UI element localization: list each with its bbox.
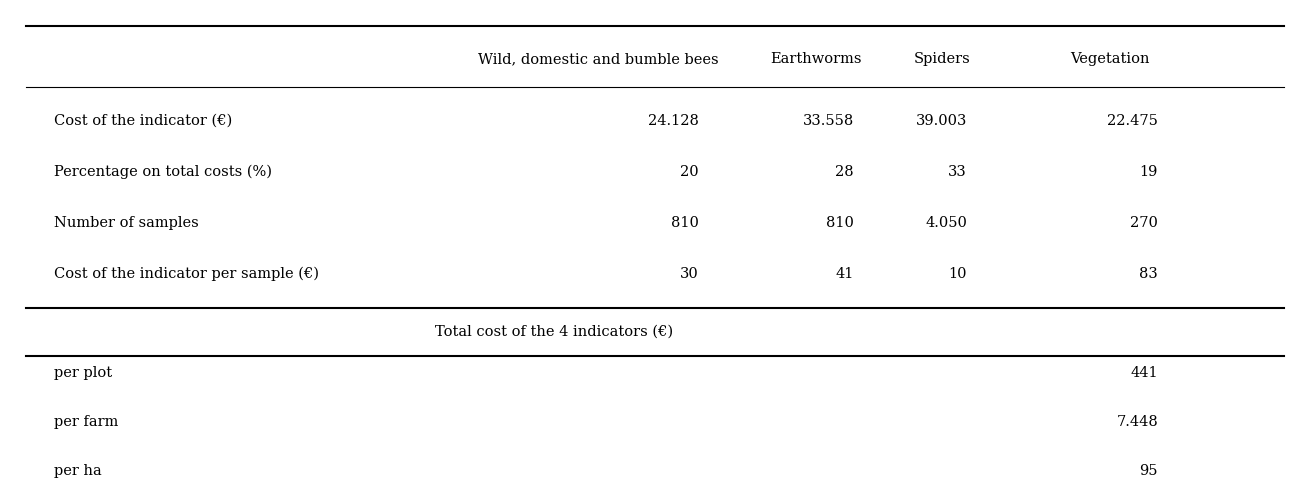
Text: 7.448: 7.448 [1116, 415, 1158, 429]
Text: 20: 20 [680, 165, 700, 179]
Text: per plot: per plot [54, 366, 111, 380]
Text: 810: 810 [825, 216, 854, 230]
Text: Spiders: Spiders [913, 52, 971, 66]
Text: Earthworms: Earthworms [770, 52, 862, 66]
Text: 19: 19 [1140, 165, 1158, 179]
Text: 270: 270 [1131, 216, 1158, 230]
Text: 95: 95 [1140, 464, 1158, 478]
Text: per ha: per ha [54, 464, 102, 478]
Text: 33.558: 33.558 [803, 114, 854, 128]
Text: 41: 41 [836, 267, 854, 281]
Text: 810: 810 [671, 216, 700, 230]
Text: Cost of the indicator (€): Cost of the indicator (€) [54, 114, 232, 128]
Text: Percentage on total costs (%): Percentage on total costs (%) [54, 165, 272, 179]
Text: 4.050: 4.050 [925, 216, 967, 230]
Text: per farm: per farm [54, 415, 118, 429]
Text: 39.003: 39.003 [916, 114, 967, 128]
Text: 83: 83 [1140, 267, 1158, 281]
Text: Wild, domestic and bumble bees: Wild, domestic and bumble bees [478, 52, 719, 66]
Text: Vegetation: Vegetation [1070, 52, 1150, 66]
Text: 10: 10 [948, 267, 967, 281]
Text: Cost of the indicator per sample (€): Cost of the indicator per sample (€) [54, 267, 318, 281]
Text: Number of samples: Number of samples [54, 216, 199, 230]
Text: Total cost of the 4 indicators (€): Total cost of the 4 indicators (€) [435, 325, 673, 338]
Text: 24.128: 24.128 [648, 114, 700, 128]
Text: 441: 441 [1131, 366, 1158, 380]
Text: 30: 30 [680, 267, 700, 281]
Text: 28: 28 [834, 165, 854, 179]
Text: 33: 33 [948, 165, 967, 179]
Text: 22.475: 22.475 [1107, 114, 1158, 128]
